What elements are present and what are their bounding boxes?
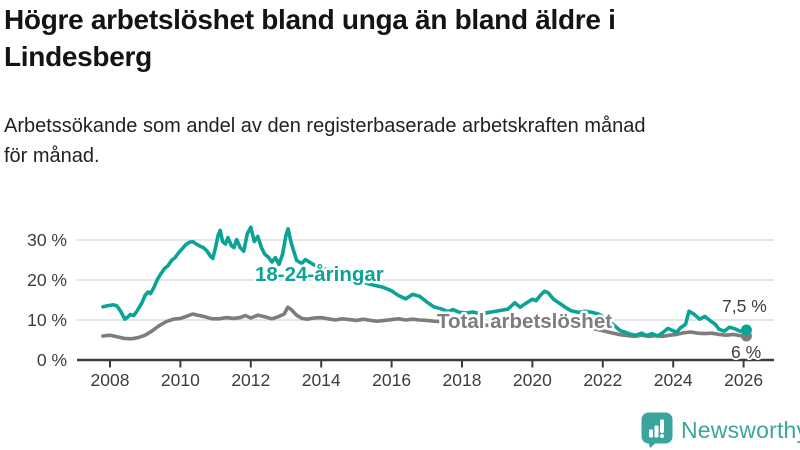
x-axis-label: 2026 bbox=[724, 370, 763, 390]
series-end-value-young: 7,5 % bbox=[722, 296, 767, 316]
chart-title-line-2: Lindesberg bbox=[4, 40, 152, 72]
series-end-value-total: 6 % bbox=[731, 342, 761, 362]
bar-chart-speech-bubble-icon bbox=[641, 412, 673, 448]
y-axis-label: 10 % bbox=[27, 310, 67, 330]
chart-subtitle-line-1: Arbetssökande som andel av den registerb… bbox=[4, 115, 646, 137]
x-axis-label: 2018 bbox=[443, 370, 482, 390]
series-label-young: 18-24-åringar bbox=[255, 263, 384, 286]
newsworthy-logo: Newsworthy bbox=[641, 412, 800, 448]
chart-subtitle: Arbetssökande som andel av den registerb… bbox=[4, 112, 646, 171]
x-axis-label: 2012 bbox=[231, 370, 270, 390]
series-end-dot-young bbox=[740, 324, 752, 336]
x-axis-label: 2022 bbox=[583, 370, 622, 390]
x-axis-label: 2020 bbox=[513, 370, 552, 390]
chart-title-line-1: Högre arbetslöshet bland unga än bland ä… bbox=[4, 4, 616, 35]
series-line-young bbox=[101, 225, 749, 338]
x-axis-label: 2010 bbox=[161, 370, 200, 390]
x-axis-label: 2014 bbox=[302, 370, 341, 390]
x-axis-label: 2024 bbox=[654, 370, 693, 390]
y-axis-label: 0 % bbox=[37, 350, 67, 370]
chart-title: Högre arbetslöshet bland unga än bland ä… bbox=[4, 2, 616, 76]
y-axis-label: 30 % bbox=[27, 230, 67, 250]
y-axis-label: 20 % bbox=[27, 270, 67, 290]
chart-subtitle-line-2: för månad. bbox=[4, 144, 100, 167]
x-axis-label: 2008 bbox=[91, 370, 130, 390]
x-axis-label: 2016 bbox=[372, 370, 411, 390]
series-label-total: Total arbetslöshet bbox=[437, 310, 612, 333]
newsworthy-logo-text: Newsworthy bbox=[681, 416, 800, 443]
line-chart: 0 % 10 % 20 % 30 % 2008 2010 2012 2014 2016 2018 2… bbox=[27, 225, 774, 390]
